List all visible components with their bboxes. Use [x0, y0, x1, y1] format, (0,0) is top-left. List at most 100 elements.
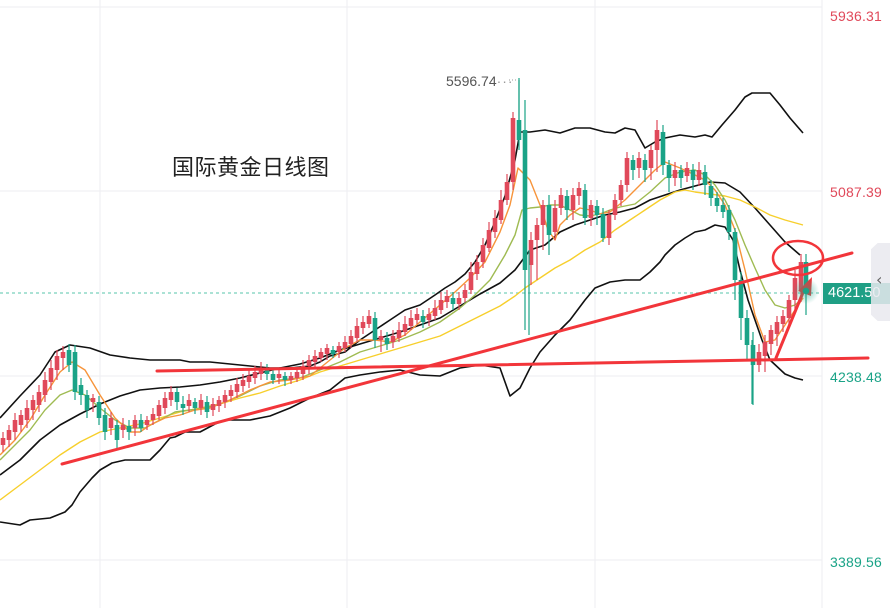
- candle-body: [762, 342, 768, 356]
- candle-body: [738, 280, 744, 318]
- last-price-dot: [802, 287, 810, 295]
- candle-body: [462, 290, 468, 298]
- candle-body: [402, 324, 408, 332]
- candle-body: [630, 160, 636, 170]
- candle-body: [114, 425, 120, 440]
- candle-body: [378, 336, 384, 340]
- candle-body: [306, 360, 312, 366]
- y-axis-label-4: 3389.56: [830, 554, 883, 570]
- chevron-left-icon[interactable]: ‹: [876, 270, 883, 289]
- highlight-ellipse: [771, 239, 825, 277]
- candle-body: [102, 415, 108, 432]
- candle-body: [24, 408, 30, 420]
- candle-body: [588, 205, 594, 218]
- candle-body: [612, 200, 618, 215]
- candle-body: [78, 385, 84, 395]
- candle-body: [390, 336, 396, 342]
- candle-body: [300, 366, 306, 374]
- period-high-value: 5596.74: [446, 73, 497, 89]
- candle-body: [84, 395, 90, 410]
- candle-body: [96, 402, 102, 418]
- candle-body: [636, 158, 642, 168]
- candle-body: [150, 414, 156, 420]
- candle-body: [276, 374, 282, 378]
- candle-body: [36, 392, 42, 405]
- candle-body: [426, 314, 432, 320]
- candle-body: [768, 330, 774, 344]
- candle-body: [174, 392, 180, 402]
- candle-body: [774, 322, 780, 334]
- candle-body: [666, 165, 672, 178]
- candle-body: [342, 342, 348, 348]
- candle-body: [780, 316, 786, 324]
- candle-body: [684, 168, 690, 176]
- candle-body: [120, 425, 126, 430]
- candle-body: [552, 208, 558, 232]
- candle-body: [516, 120, 522, 140]
- candle-body: [546, 205, 552, 235]
- candle-body: [288, 376, 294, 380]
- candle-body: [618, 185, 624, 200]
- candle-body: [186, 400, 192, 406]
- candle-body: [42, 380, 48, 395]
- candle-body: [12, 420, 18, 432]
- candle-body: [660, 132, 666, 165]
- candle-body: [510, 118, 516, 182]
- candle-body: [192, 402, 198, 408]
- candle-body: [54, 356, 60, 370]
- candle-body: [803, 262, 809, 292]
- candle-body: [156, 405, 162, 416]
- side-panel-handle[interactable]: [871, 243, 890, 321]
- high-leader-dots: ···: [496, 73, 514, 89]
- candle-body: [576, 188, 582, 196]
- candle-body: [432, 308, 438, 316]
- candle-body: [252, 372, 258, 378]
- candle-body: [240, 380, 246, 386]
- candle-body: [198, 400, 204, 408]
- ma5-line: [0, 161, 804, 456]
- candle-body: [438, 300, 444, 310]
- rising-trendline: [60, 251, 854, 466]
- candle-body: [108, 418, 114, 428]
- candle-body: [642, 160, 648, 170]
- candle-body: [570, 195, 576, 210]
- candle-body: [450, 298, 456, 304]
- candle-body: [480, 245, 486, 262]
- candle-body: [354, 326, 360, 338]
- candle-body: [324, 348, 330, 354]
- candle-body: [528, 240, 534, 265]
- candle-body: [444, 296, 450, 302]
- candle-body: [30, 400, 36, 410]
- candle-body: [126, 426, 132, 432]
- candle-body: [348, 336, 354, 344]
- candle-body: [702, 172, 708, 185]
- candle-body: [264, 370, 270, 374]
- candle-body: [582, 190, 588, 218]
- candle-body: [672, 170, 678, 178]
- ma30-line: [0, 189, 804, 501]
- candle-body: [708, 186, 714, 198]
- candle-body: [258, 368, 264, 374]
- candle-body: [396, 330, 402, 338]
- candle-body: [558, 195, 564, 208]
- bollinger-middle-line: [0, 181, 801, 476]
- candle-body: [468, 272, 474, 290]
- candle-body: [216, 400, 222, 406]
- candle-body: [624, 158, 630, 185]
- candle-body: [144, 420, 150, 425]
- candle-body: [90, 398, 96, 402]
- bollinger-upper-line: [0, 92, 804, 419]
- candle-body: [228, 390, 234, 396]
- candle-body: [372, 318, 378, 340]
- candle-body: [750, 345, 756, 365]
- candle-body: [654, 130, 660, 150]
- candle-body: [294, 372, 300, 378]
- candle-body: [330, 350, 336, 354]
- candle-body: [414, 314, 420, 320]
- candle-body: [564, 196, 570, 210]
- candle-body: [714, 198, 720, 206]
- candle-body: [678, 170, 684, 178]
- candle-body: [594, 206, 600, 215]
